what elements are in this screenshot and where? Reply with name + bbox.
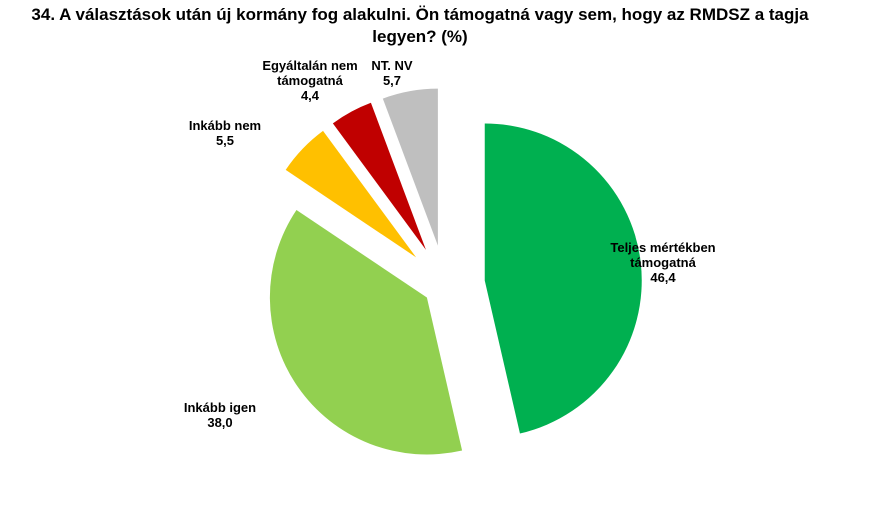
value-label: 38,0	[207, 415, 233, 430]
pie-slice	[269, 210, 463, 455]
category-label: Inkább nem	[188, 118, 262, 133]
pie-slice	[484, 123, 642, 434]
chart-title: 34. A választások után új kormány fog al…	[31, 5, 809, 46]
category-label: Teljes mértékben támogatná	[610, 240, 716, 270]
value-label: 5,7	[382, 73, 402, 88]
data-label: Egyáltalán nem támogatná 4,4	[255, 58, 365, 103]
data-label: Inkább igen 38,0	[160, 400, 280, 430]
pie-slice	[285, 130, 417, 258]
category-label: Egyáltalán nem támogatná	[262, 58, 358, 88]
data-label: Teljes mértékben támogatná 46,4	[598, 240, 728, 285]
category-label: Inkább igen	[183, 400, 257, 415]
data-label: Inkább nem 5,5	[180, 118, 270, 148]
value-label: 4,4	[300, 88, 320, 103]
value-label: 46,4	[650, 270, 676, 285]
category-label: NT. NV	[371, 58, 413, 73]
pie-slice	[382, 88, 438, 246]
value-label: 5,5	[215, 133, 235, 148]
pie-slice	[332, 102, 426, 250]
data-label: NT. NV 5,7	[362, 58, 422, 88]
